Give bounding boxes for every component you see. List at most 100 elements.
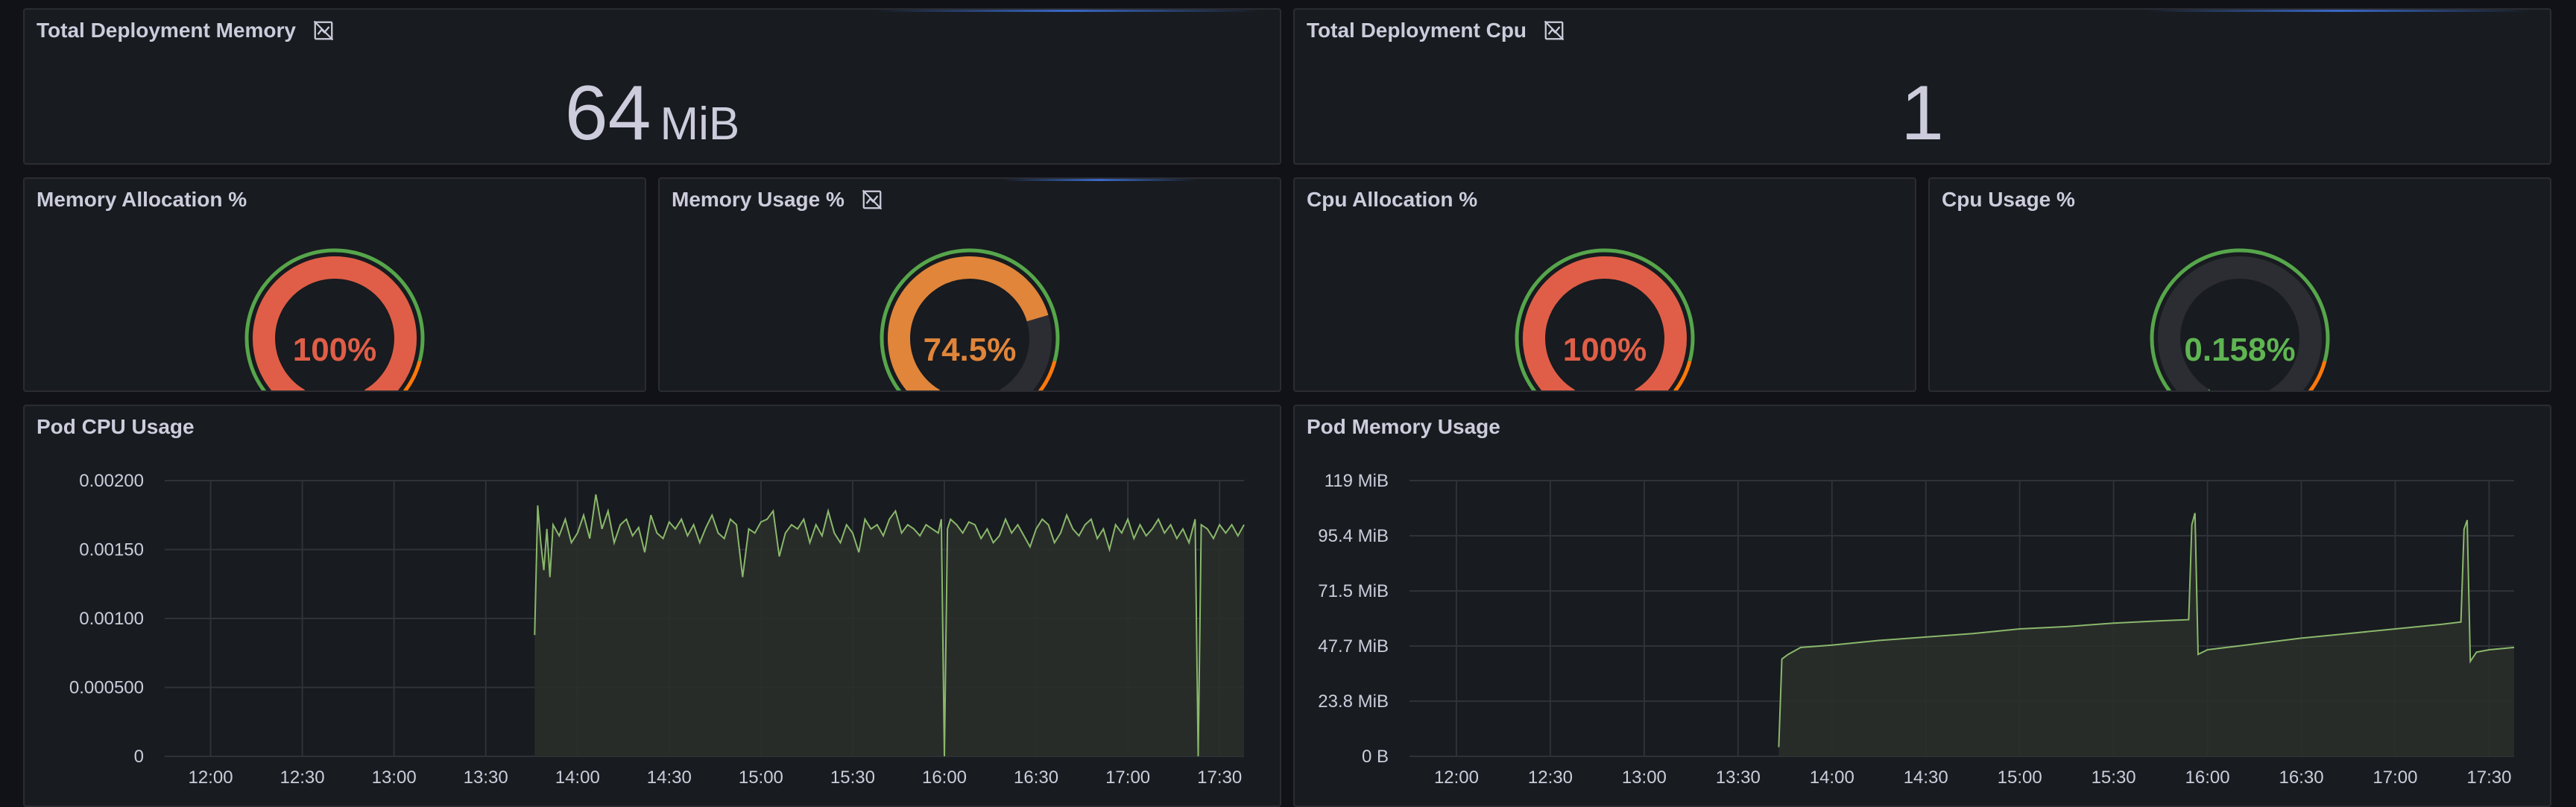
stat-number: 1	[1901, 70, 1944, 156]
x-tick-label: 16:30	[1014, 768, 1058, 788]
x-tick-label: 13:30	[464, 768, 508, 788]
stat-number: 64	[564, 70, 651, 156]
panel-title: Pod Memory Usage	[1307, 415, 1500, 438]
panel-header[interactable]: Pod Memory Usage	[1307, 415, 1500, 439]
gauge-track	[2158, 256, 2322, 390]
panel-title: Cpu Usage %	[1942, 188, 2075, 211]
threshold-arc-green	[880, 248, 1060, 390]
panel-header[interactable]: Total Deployment Memory	[37, 19, 335, 42]
gauge-value-arc	[1523, 256, 1687, 390]
series-area	[534, 494, 1244, 756]
cpu-usage-panel[interactable]: Cpu Usage % 0.158%	[1928, 177, 2551, 392]
panel-title: Memory Usage %	[672, 188, 845, 211]
stat-value: 64 MiB	[25, 69, 1280, 158]
threshold-arc-orange	[2308, 360, 2327, 390]
x-tick-label: 15:00	[739, 768, 783, 788]
series-area	[1778, 513, 2514, 756]
x-tick-label: 17:30	[1197, 768, 1242, 788]
threshold-arc-orange	[1673, 360, 1692, 390]
memory-allocation-panel[interactable]: Memory Allocation % 100%	[23, 177, 646, 392]
threshold-arc-orange	[402, 360, 422, 390]
y-tick-label: 119 MiB	[1325, 471, 1389, 491]
panel-title: Cpu Allocation %	[1307, 188, 1478, 211]
gauge: 100%	[1295, 241, 1915, 390]
x-tick-label: 12:00	[188, 768, 233, 788]
y-tick-label: 0.00150	[79, 540, 144, 560]
trend-off-icon[interactable]	[312, 19, 335, 42]
series-line	[1778, 513, 2515, 747]
trend-off-icon[interactable]	[861, 189, 883, 211]
panel-header[interactable]: Memory Usage %	[672, 188, 883, 212]
gauge-value-text: 100%	[293, 332, 377, 368]
threshold-arc-orange	[1038, 360, 1057, 390]
gauge-svg: 74.5%	[880, 248, 1060, 390]
pod-cpu-usage-chart[interactable]: 0 0.000500 0.00100 0.00150 0.00200 12:00 12:30…	[25, 406, 1281, 807]
x-tick-label: 12:00	[1434, 768, 1479, 788]
stat-unit: MiB	[660, 98, 740, 150]
gauge-value-text: 100%	[1563, 332, 1647, 368]
x-tick-label: 13:30	[1716, 768, 1761, 788]
gauge-value-text: 0.158%	[2184, 332, 2295, 368]
stat-value: 1	[1295, 69, 2550, 158]
gauge: 100%	[25, 241, 645, 390]
x-tick-label: 15:30	[830, 768, 875, 788]
panel-header[interactable]: Cpu Usage %	[1942, 188, 2075, 212]
x-tick-label: 14:00	[555, 768, 600, 788]
pod-cpu-usage-panel[interactable]: Pod CPU Usage 0 0.000500 0.00100 0.00150 0.0…	[23, 405, 1281, 807]
x-tick-label: 12:30	[1528, 768, 1573, 788]
x-tick-label: 16:00	[922, 768, 967, 788]
loading-indicator	[2144, 10, 2532, 12]
loading-indicator	[874, 10, 1262, 12]
threshold-arc-green	[2150, 248, 2330, 390]
trend-off-icon[interactable]	[1543, 19, 1565, 42]
gauge-value-arc	[888, 256, 1049, 390]
threshold-arc-green	[244, 248, 425, 390]
y-tick-label: 0 B	[1362, 747, 1389, 767]
x-tick-label: 15:00	[1998, 768, 2042, 788]
x-tick-label: 16:30	[2279, 768, 2323, 788]
y-tick-label: 71.5 MiB	[1318, 581, 1389, 601]
y-tick-label: 23.8 MiB	[1318, 692, 1389, 712]
pod-memory-usage-chart[interactable]: 0 B 23.8 MiB 47.7 MiB 71.5 MiB 95.4 MiB 119 M…	[1295, 406, 2551, 807]
cpu-allocation-panel[interactable]: Cpu Allocation % 100%	[1293, 177, 1916, 392]
gauge-svg: 100%	[244, 248, 425, 390]
x-tick-label: 17:00	[2373, 768, 2417, 788]
panel-header[interactable]: Memory Allocation %	[37, 188, 247, 212]
x-tick-label: 17:30	[2466, 768, 2511, 788]
x-tick-label: 14:30	[647, 768, 692, 788]
gauge-svg: 0.158%	[2150, 248, 2330, 390]
total-deployment-memory-panel[interactable]: Total Deployment Memory 64 MiB	[23, 8, 1281, 165]
x-tick-label: 13:00	[372, 768, 417, 788]
loading-indicator	[1003, 179, 1196, 181]
gauge-svg: 100%	[1515, 248, 1695, 390]
y-tick-label: 47.7 MiB	[1318, 636, 1389, 656]
memory-usage-panel[interactable]: Memory Usage % 74.5%	[658, 177, 1281, 392]
panel-header[interactable]: Pod CPU Usage	[37, 415, 195, 439]
panel-title: Pod CPU Usage	[37, 415, 195, 438]
panel-title: Total Deployment Memory	[37, 19, 296, 42]
x-tick-label: 12:30	[280, 768, 325, 788]
panel-title: Total Deployment Cpu	[1307, 19, 1527, 42]
y-tick-label: 0.00100	[79, 609, 144, 629]
panel-header[interactable]: Total Deployment Cpu	[1307, 19, 1565, 42]
pod-memory-usage-panel[interactable]: Pod Memory Usage 0 B 23.8 MiB 47.7 MiB 71.5…	[1293, 405, 2551, 807]
gauge-value-text: 74.5%	[924, 332, 1017, 368]
y-tick-label: 0	[134, 747, 144, 767]
gauge: 74.5%	[660, 241, 1280, 390]
panel-title: Memory Allocation %	[37, 188, 247, 211]
total-deployment-cpu-panel[interactable]: Total Deployment Cpu 1	[1293, 8, 2551, 165]
threshold-arc-green	[1515, 248, 1695, 390]
panel-header[interactable]: Cpu Allocation %	[1307, 188, 1477, 212]
x-tick-label: 17:00	[1105, 768, 1150, 788]
gauge-value-arc	[253, 256, 417, 390]
x-tick-label: 14:00	[1810, 768, 1854, 788]
gauge: 0.158%	[1930, 241, 2550, 390]
y-tick-label: 0.000500	[69, 678, 144, 698]
series-line	[534, 494, 1245, 757]
x-tick-label: 13:00	[1622, 768, 1667, 788]
x-tick-label: 16:00	[2185, 768, 2230, 788]
x-tick-label: 15:30	[2092, 768, 2136, 788]
x-tick-label: 14:30	[1904, 768, 1948, 788]
y-tick-label: 0.00200	[79, 471, 144, 491]
y-tick-label: 95.4 MiB	[1318, 526, 1389, 546]
